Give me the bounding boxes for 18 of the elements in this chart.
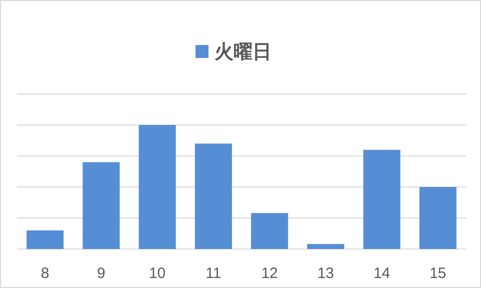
- x-tick-label: 12: [261, 265, 278, 282]
- legend: 火曜日: [196, 42, 272, 63]
- bar: [194, 144, 232, 249]
- x-tick-label: 8: [40, 265, 50, 282]
- x-tick-label: 15: [430, 265, 446, 282]
- bar: [419, 187, 456, 249]
- bar: [307, 244, 344, 249]
- bar: [82, 162, 120, 249]
- x-tick-label: 10: [148, 265, 166, 282]
- bar: [138, 125, 176, 249]
- x-tick-label: 14: [373, 265, 390, 282]
- x-tick-label: 13: [317, 265, 334, 282]
- bar: [251, 213, 288, 249]
- bar: [363, 150, 400, 249]
- x-tick-label: 9: [97, 265, 106, 282]
- bar: [26, 230, 64, 249]
- x-tick-label: 11: [206, 265, 222, 282]
- legend-label: 火曜日: [214, 41, 272, 63]
